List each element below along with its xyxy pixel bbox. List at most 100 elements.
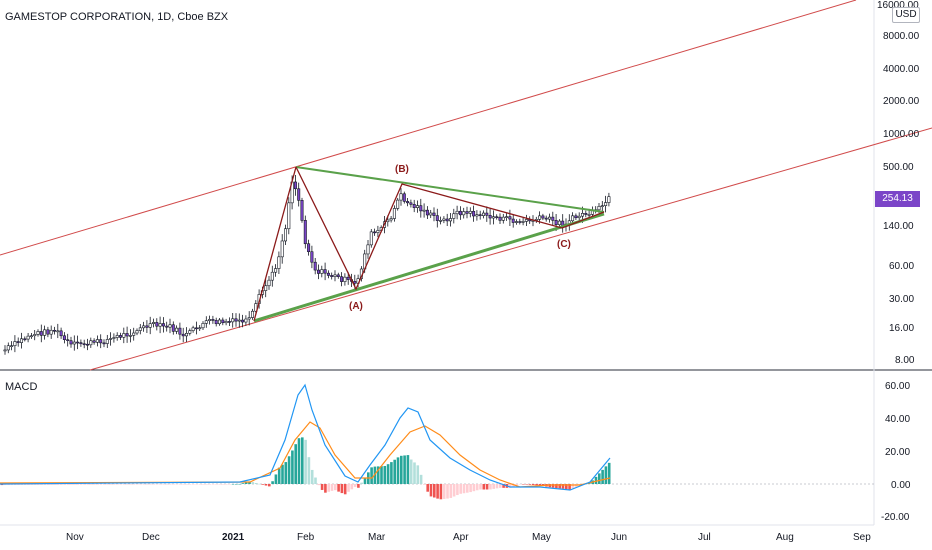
candle: [389, 216, 393, 223]
candle: [366, 240, 370, 259]
price-tick: 140.00: [883, 221, 914, 232]
candle: [303, 215, 307, 249]
histogram-bar: [66, 484, 70, 485]
price-axis[interactable]: 16000.00 8000.00 4000.00 2000.00 1000.00…: [877, 0, 920, 366]
histogram-bar: [452, 484, 456, 497]
macd-title[interactable]: MACD: [5, 381, 37, 393]
histogram-bar: [86, 484, 90, 485]
elliott-wave-line[interactable]: [295, 166, 605, 291]
histogram-bar: [373, 466, 377, 484]
candle: [541, 213, 545, 221]
candle: [518, 218, 522, 225]
candle: [392, 205, 396, 222]
wave-label-b: (B): [395, 164, 409, 175]
histogram-bar: [314, 477, 317, 484]
histogram-bar: [485, 484, 489, 490]
candle: [396, 197, 400, 211]
histogram-bar: [558, 484, 561, 489]
candle: [439, 216, 443, 225]
histogram-bar: [284, 462, 288, 484]
symbol-title[interactable]: GAMESTOP CORPORATION, 1D, Cboe BZX: [5, 11, 229, 23]
candle: [135, 328, 139, 336]
candle: [422, 203, 426, 218]
candle: [293, 175, 297, 196]
macd-axis[interactable]: 60.00 40.00 20.00 0.00 -20.00: [881, 381, 911, 523]
channel-upper-line[interactable]: [0, 0, 857, 256]
histogram-bar: [442, 484, 446, 499]
macd-histogram: [0, 437, 611, 500]
histogram-bar: [320, 484, 324, 490]
histogram-bar: [601, 469, 604, 484]
histogram-bar: [218, 484, 222, 485]
candle: [478, 210, 482, 220]
candle: [320, 265, 324, 278]
histogram-bar: [258, 483, 261, 485]
candle: [92, 338, 96, 345]
histogram-bar: [357, 484, 360, 488]
channel-lower-line[interactable]: [89, 127, 932, 371]
histogram-bar: [538, 484, 542, 486]
histogram-bar: [472, 484, 476, 492]
candle: [472, 205, 476, 222]
macd-tick: 0.00: [891, 480, 911, 491]
histogram-bar: [93, 484, 96, 485]
histogram-bar: [376, 466, 380, 484]
candle: [429, 209, 433, 219]
histogram-bar: [571, 484, 575, 489]
histogram-bar: [162, 484, 165, 485]
histogram-bar: [594, 476, 598, 484]
candle: [52, 326, 56, 335]
candle: [316, 264, 320, 280]
histogram-bar: [205, 484, 208, 485]
candle: [415, 200, 419, 213]
histogram-bar: [73, 484, 76, 485]
histogram-bar: [145, 484, 149, 485]
histogram-bar: [492, 484, 495, 489]
histogram-bar: [607, 462, 611, 484]
histogram-bar: [281, 464, 284, 484]
candle: [567, 214, 571, 231]
histogram-bar: [231, 483, 235, 485]
triangle-lower-line[interactable]: [253, 212, 605, 323]
candle: [158, 316, 162, 334]
time-tick: Feb: [297, 532, 315, 543]
candle: [369, 229, 373, 248]
histogram-bar: [515, 484, 519, 486]
candle: [343, 273, 347, 286]
wave-start-line[interactable]: [253, 166, 297, 322]
candle: [36, 329, 40, 337]
candle: [465, 206, 469, 219]
candle: [231, 312, 235, 328]
histogram-bar: [268, 484, 271, 487]
candle: [481, 210, 485, 219]
candle: [551, 211, 555, 226]
histogram-bar: [109, 484, 113, 485]
candle: [310, 245, 314, 269]
histogram-bar: [347, 484, 350, 492]
histogram-bar: [221, 484, 225, 485]
candle: [432, 207, 436, 222]
candle: [86, 338, 90, 351]
candle: [181, 327, 185, 343]
histogram-bar: [317, 484, 321, 486]
price-tick: 500.00: [883, 162, 914, 173]
histogram-bar: [33, 484, 37, 485]
time-axis[interactable]: Nov Dec 2021 Feb Mar Apr May Jun Jul Aug…: [66, 532, 871, 543]
candle: [514, 219, 518, 225]
time-tick: Nov: [66, 532, 84, 543]
histogram-bar: [456, 484, 459, 496]
histogram-bar: [274, 474, 278, 484]
macd-tick: 20.00: [885, 447, 910, 458]
candle: [29, 332, 33, 339]
histogram-bar: [241, 483, 245, 484]
candle: [132, 327, 136, 341]
candle: [607, 192, 611, 207]
currency-badge[interactable]: USD: [892, 7, 920, 23]
candle: [237, 313, 241, 328]
histogram-bar: [403, 455, 406, 484]
histogram-bar: [50, 484, 53, 485]
time-tick: Sep: [853, 532, 871, 543]
triangle-upper-line[interactable]: [295, 166, 605, 213]
histogram-bar: [136, 484, 139, 485]
